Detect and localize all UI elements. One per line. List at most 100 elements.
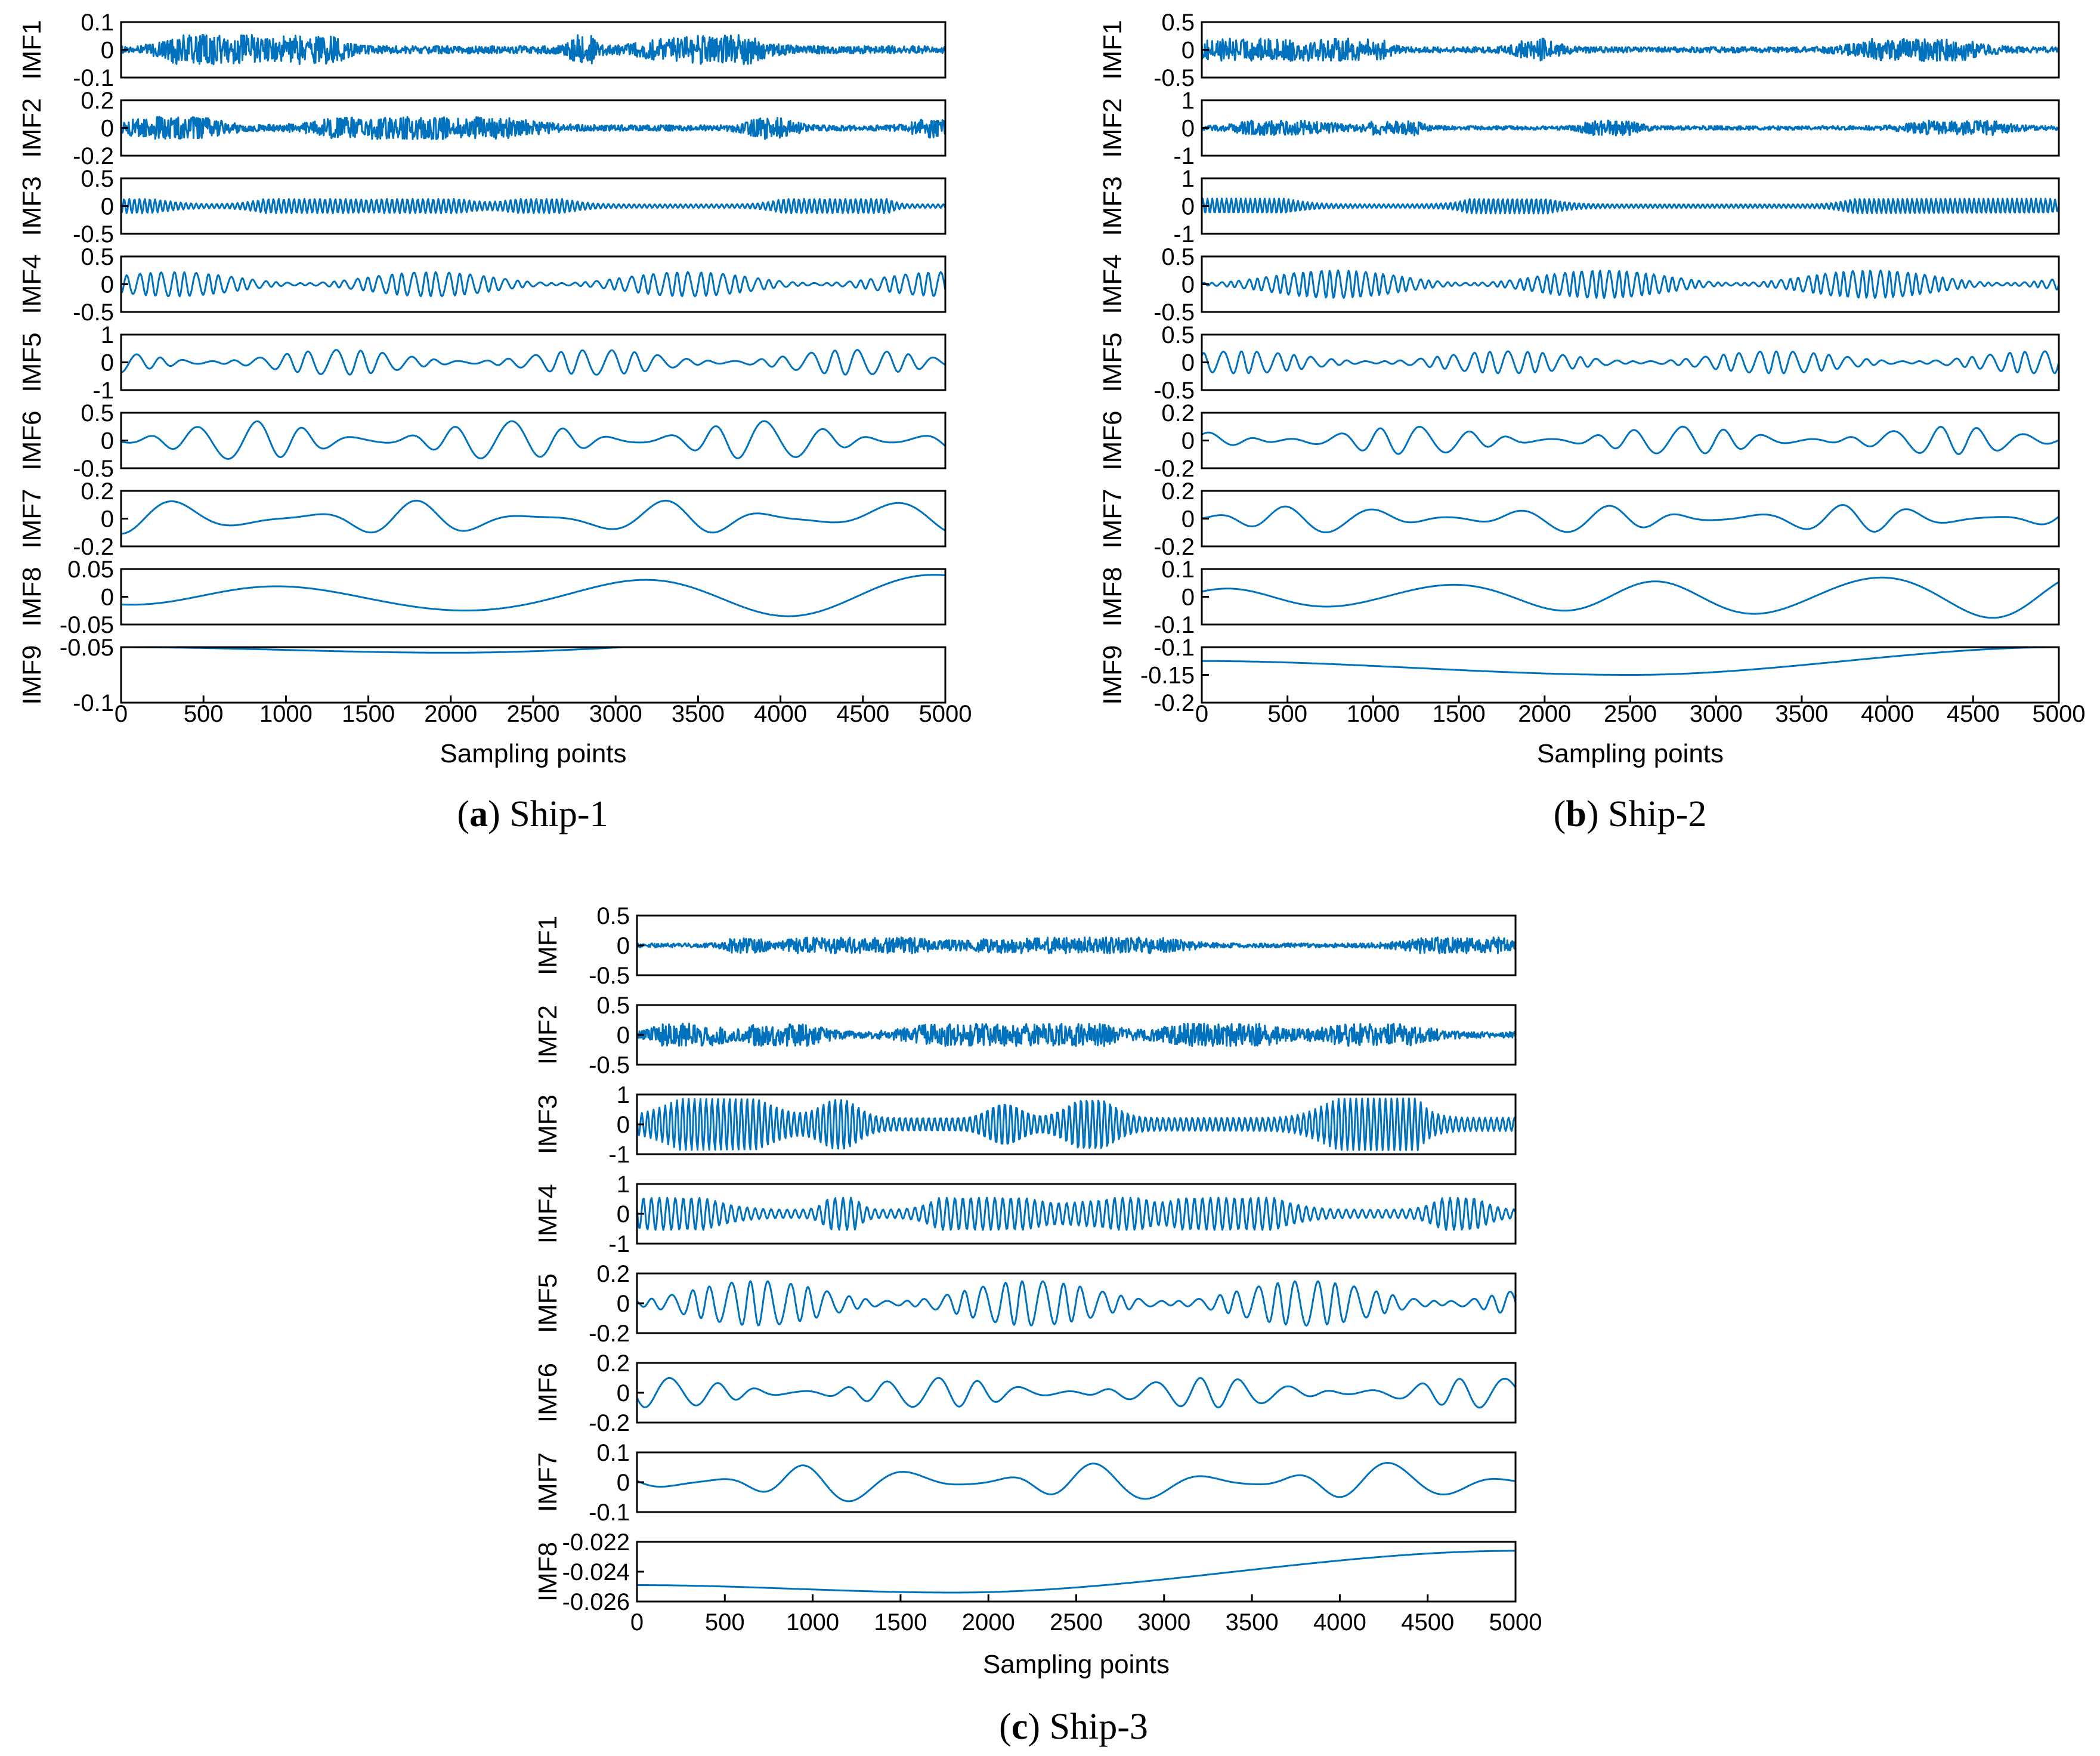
x-tick-label: 1000 — [1347, 701, 1400, 727]
panel-imf1: 0.5 0 -0.5 IMF1 — [533, 903, 1517, 989]
y-axis-label: IMF1 — [17, 20, 47, 79]
y-tick-label: -0.1 — [73, 690, 114, 716]
y-tick-label: 0.5 — [81, 166, 114, 192]
panel-imf7: 0.20-0.2 IMF7 — [17, 478, 947, 560]
y-tick-label: 0.5 — [81, 400, 114, 426]
x-tick-label: 500 — [705, 1609, 745, 1636]
panel-imf9: -0.05 -0.1 IMF9 — [17, 635, 947, 716]
y-tick-label: 0.2 — [1161, 478, 1195, 505]
axes-frame — [120, 412, 947, 469]
y-tick-label: 0.5 — [596, 993, 630, 1019]
x-tick-label: 5000 — [1489, 1609, 1542, 1636]
series-line-imf7 — [637, 1462, 1516, 1503]
series-line-imf2 — [1202, 119, 2059, 137]
x-tick-label: 4000 — [1313, 1609, 1366, 1636]
y-tick-label: -1 — [608, 1231, 630, 1257]
panel-imf5: 0.2 0 -0.2 IMF5 — [533, 1261, 1517, 1347]
series-line-imf4 — [1202, 269, 2059, 299]
y-tick-label: 0 — [617, 1380, 630, 1406]
y-tick-label: 0.2 — [81, 88, 114, 114]
y-tick-label: 1 — [617, 1171, 630, 1198]
x-tick-label: 2500 — [507, 701, 560, 727]
y-axis-label: IMF3 — [533, 1095, 562, 1154]
y-tick-label: -0.2 — [589, 1410, 630, 1436]
y-tick-label: 0.5 — [596, 903, 630, 929]
x-axis-label: Sampling points — [983, 1650, 1170, 1679]
y-tick-label: -0.05 — [60, 635, 114, 661]
y-tick-label: -0.5 — [589, 1052, 630, 1078]
y-tick-label: -0.2 — [1153, 534, 1195, 560]
y-tick-label: 0 — [1182, 585, 1195, 611]
y-tick-label: 0.05 — [67, 557, 114, 583]
y-tick-label: -0.5 — [73, 299, 114, 326]
axes-frame — [636, 1541, 1517, 1603]
y-tick-label: 0.2 — [596, 1261, 630, 1287]
y-tick-label: -0.026 — [562, 1589, 630, 1615]
y-tick-label: -0.2 — [73, 534, 114, 560]
y-tick-label: -0.024 — [562, 1559, 630, 1585]
axes-frame — [120, 568, 947, 626]
y-tick-label: -0.1 — [589, 1500, 630, 1526]
series-line-imf7 — [1202, 504, 2059, 533]
series-line-imf1 — [637, 936, 1516, 954]
series-line-imf3 — [637, 1098, 1516, 1151]
y-tick-label: 0 — [101, 38, 114, 64]
y-tick-label: 0 — [617, 1291, 630, 1317]
y-tick-label: -1 — [92, 378, 114, 404]
panel-imf7: 0.1 0 -0.1 IMF7 — [533, 1440, 1517, 1526]
y-tick-label: -1 — [608, 1142, 630, 1168]
panel-imf9: -0.1-0.15-0.2 IMF9 — [1098, 635, 2060, 716]
x-tick-label: 500 — [1267, 701, 1307, 727]
y-tick-label: -0.2 — [73, 143, 114, 169]
y-tick-label: 0.5 — [1161, 244, 1195, 270]
y-tick-label: -0.5 — [73, 221, 114, 248]
x-tick-label: 2500 — [1050, 1609, 1103, 1636]
subfigure-b: 0.50-0.5IMF110-1IMF210-1IMF30.50-0.5IMF4… — [1098, 10, 2085, 834]
caption: (a) Ship-1 — [457, 794, 608, 834]
panel-imf1: 0.10-0.1 IMF1 — [17, 10, 947, 91]
x-tick-label: 4500 — [1947, 701, 2000, 727]
y-axis-label: IMF2 — [1098, 98, 1127, 157]
x-axis-label: Sampling points — [1537, 739, 1724, 768]
panel-imf4: 0.50-0.5 IMF4 — [1098, 244, 2060, 326]
y-axis-label: IMF8 — [533, 1542, 562, 1602]
subfigure-c: 0.5 0 -0.5 IMF1 0.5 0 -0.5 IMF2 1 0 -1 IMF3 1 0 -1 IMF4… — [533, 903, 1542, 1747]
x-tick-label: 2000 — [424, 701, 477, 727]
y-tick-label: 0 — [617, 1022, 630, 1049]
panel-imf6: 0.20-0.2 IMF6 — [1098, 400, 2060, 482]
y-tick-label: 0.2 — [1161, 400, 1195, 426]
series-line-imf1 — [121, 33, 945, 66]
x-axis-label: Sampling points — [440, 739, 626, 768]
series-line-imf6 — [637, 1377, 1516, 1409]
y-axis-label: IMF3 — [1098, 176, 1127, 236]
x-tick-label: 4500 — [1401, 1609, 1454, 1636]
y-tick-label: 1 — [1182, 166, 1195, 192]
y-tick-label: -0.15 — [1140, 663, 1195, 689]
panel-imf3: 1 0 -1 IMF3 — [533, 1082, 1517, 1168]
y-tick-label: 0 — [101, 272, 114, 298]
x-tick-label: 4000 — [1861, 701, 1914, 727]
panel-imf5: 0.50-0.5 IMF5 — [1098, 322, 2060, 404]
y-tick-label: 0.1 — [1161, 557, 1195, 583]
y-tick-label: -1 — [1173, 143, 1195, 169]
y-tick-label: 0 — [617, 1201, 630, 1228]
series-line-imf9 — [1202, 647, 2059, 676]
y-tick-label: 0 — [617, 933, 630, 959]
y-tick-label: -0.1 — [1153, 612, 1195, 638]
y-axis-label: IMF3 — [17, 176, 47, 236]
y-tick-label: 0 — [1182, 506, 1195, 533]
y-axis-label: IMF4 — [533, 1184, 562, 1244]
y-tick-label: -0.5 — [1153, 299, 1195, 326]
series-line-imf8 — [1202, 576, 2059, 619]
y-tick-label: -0.5 — [73, 456, 114, 482]
x-tick-label: 1000 — [786, 1609, 839, 1636]
y-tick-label: -0.5 — [589, 963, 630, 989]
y-axis-label: IMF6 — [17, 410, 47, 470]
x-tick-label: 1000 — [259, 701, 313, 727]
x-tick-label: 2000 — [1518, 701, 1571, 727]
y-tick-label: -0.2 — [589, 1321, 630, 1347]
y-tick-label: -0.2 — [1153, 690, 1195, 716]
panel-imf8: 0.050-0.05 IMF8 — [17, 557, 947, 638]
y-tick-label: 0.2 — [596, 1350, 630, 1377]
y-tick-label: 0 — [617, 1112, 630, 1138]
